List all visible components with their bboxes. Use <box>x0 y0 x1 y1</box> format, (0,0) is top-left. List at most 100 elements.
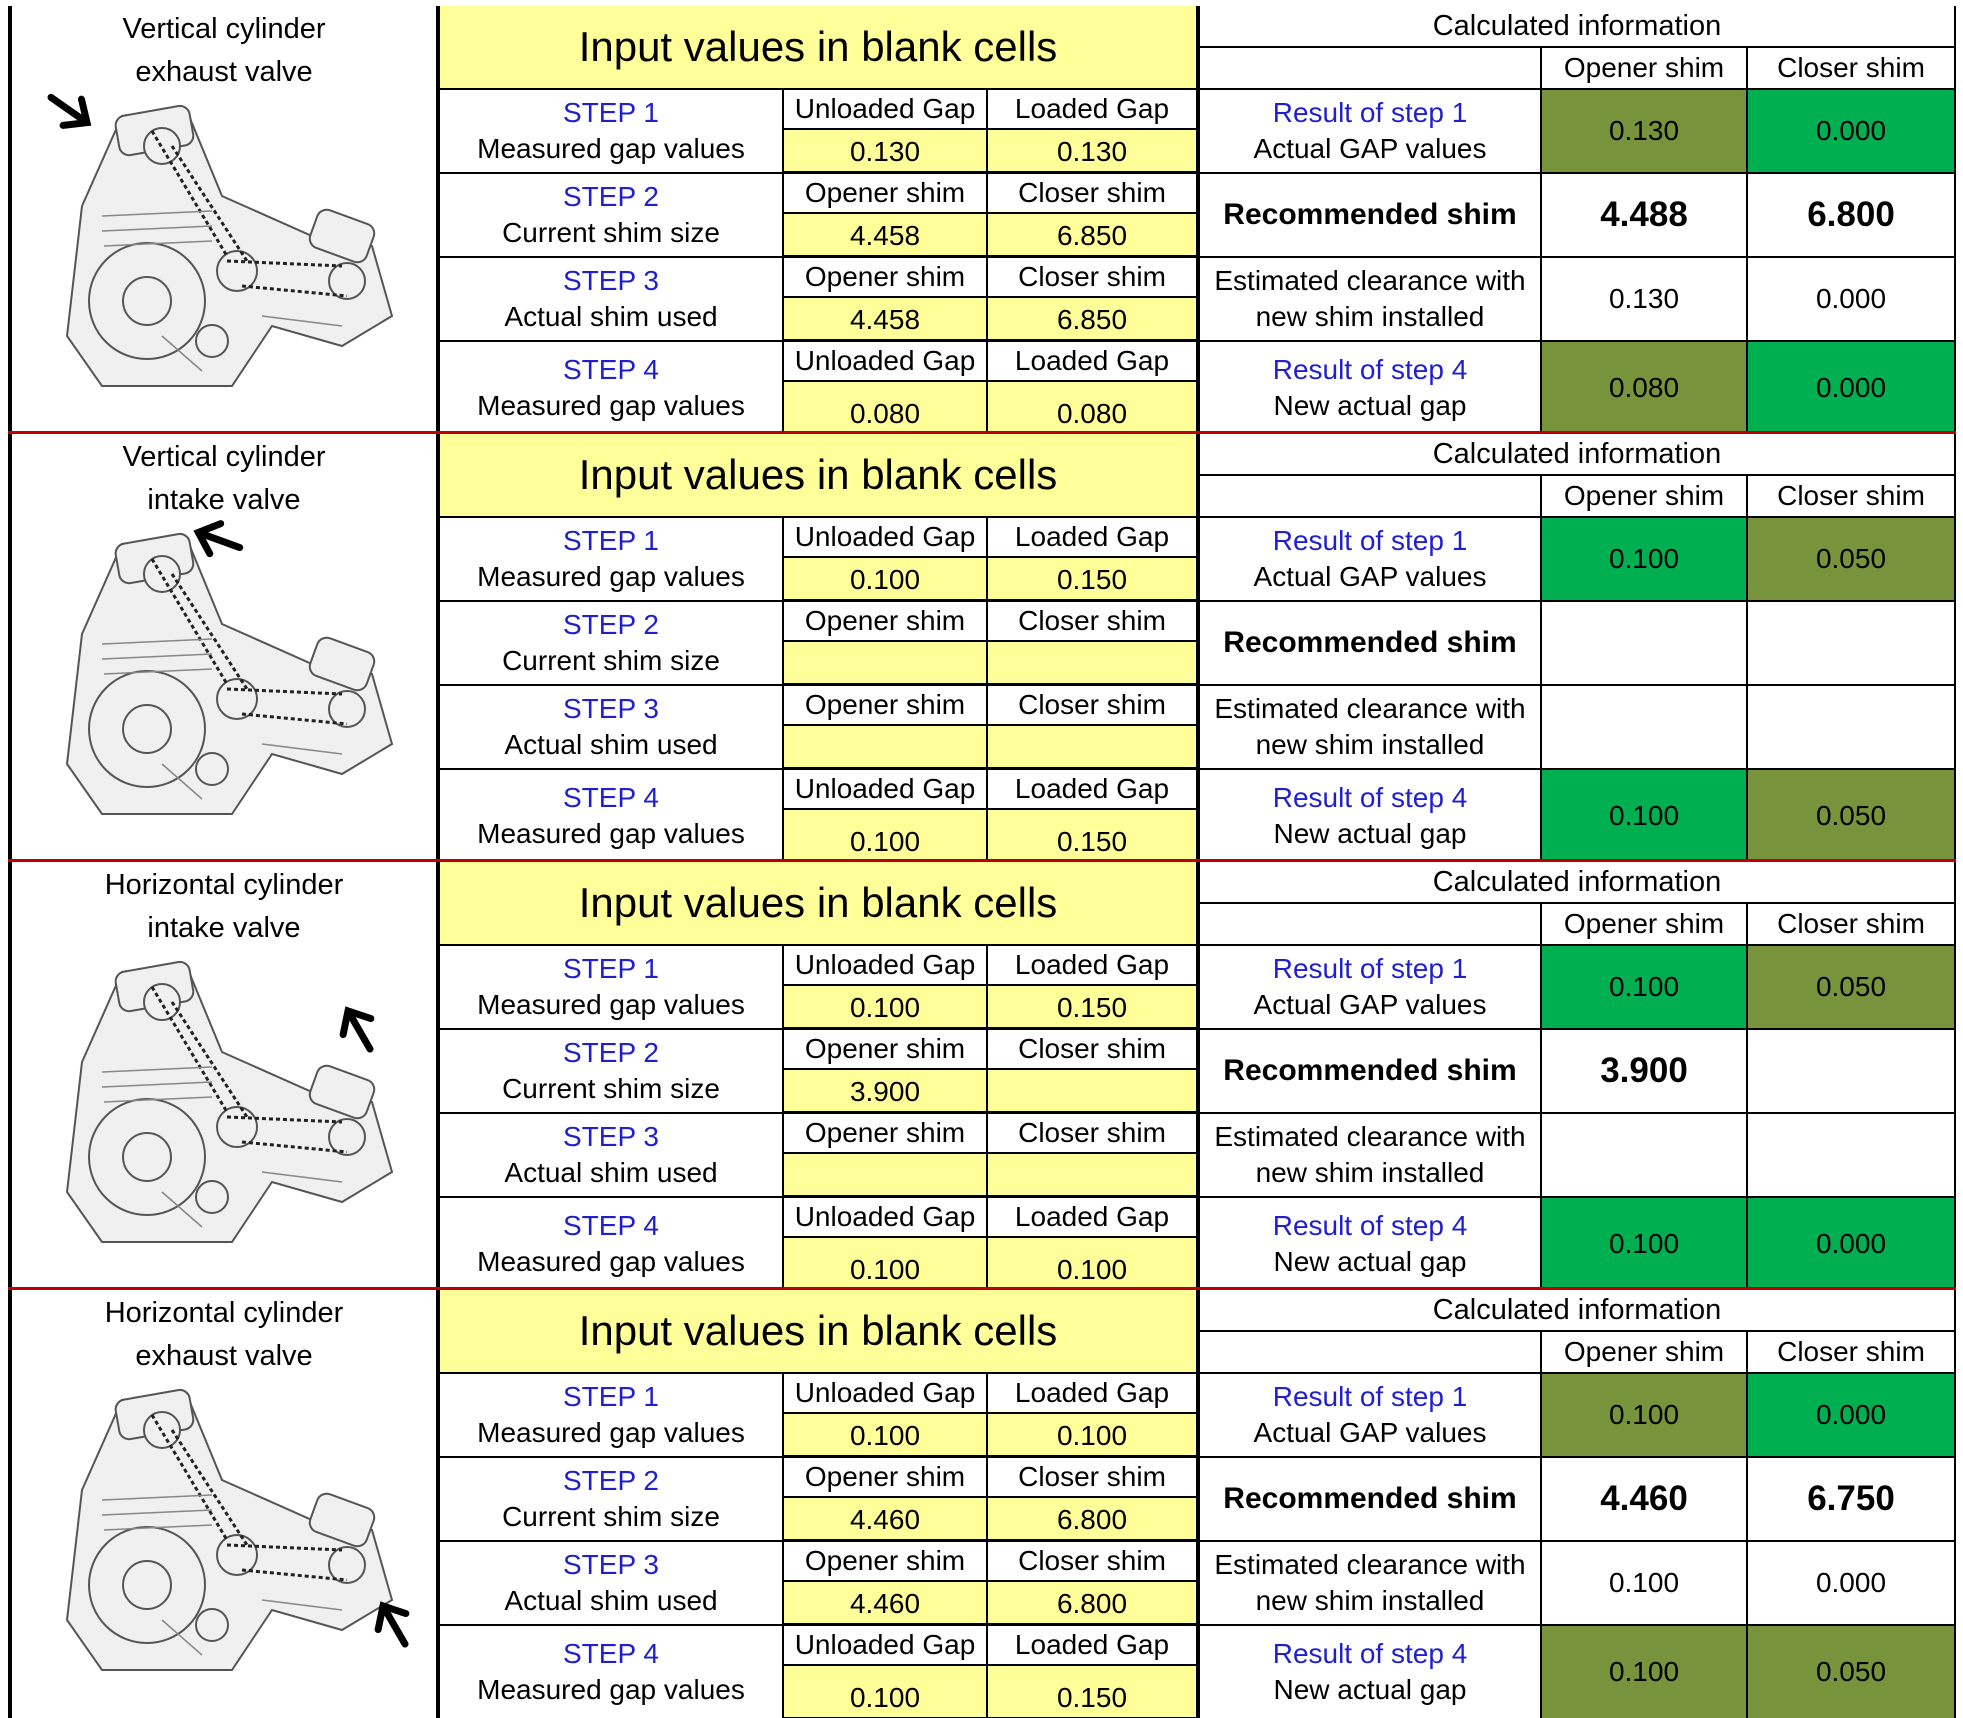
input-cell-left[interactable]: 0.100 <box>784 1238 986 1289</box>
calc-value: 0.050 <box>1815 543 1887 575</box>
calc-value: 4.488 <box>1600 195 1688 234</box>
engine-diagram-icon <box>65 960 394 1243</box>
input-cell-right[interactable]: 0.130 <box>988 130 1196 171</box>
valve-section: Vertical cylinder intake valve Input valu… <box>8 434 1956 862</box>
input-cell-left[interactable]: 0.100 <box>784 986 986 1027</box>
input-cell-right[interactable]: 0.100 <box>988 1414 1196 1455</box>
input-cell-left[interactable]: 4.458 <box>784 298 986 339</box>
closer-shim-header-text: Closer shim <box>1777 480 1925 512</box>
result-step4-label: Result of step 4 New actual gap <box>1200 342 1540 434</box>
calc-label-text: New actual gap <box>1273 1246 1467 1277</box>
calc-header-text: Calculated information <box>1432 1293 1722 1326</box>
recommended-shim-label: Recommended shim <box>1200 174 1540 256</box>
calc-label-text: New actual gap <box>1273 818 1467 849</box>
column-header-text: Opener shim <box>804 1545 966 1577</box>
estimated-clearance-closer <box>1748 1114 1954 1196</box>
column-header-text: Unloaded Gap <box>794 345 976 377</box>
calc-label-text: Recommended shim <box>1223 626 1517 659</box>
result-step4-closer: 0.050 <box>1748 770 1954 862</box>
calc-value: 0.000 <box>1815 283 1887 315</box>
column-header: Opener shim <box>784 174 986 212</box>
column-header-text: Unloaded Gap <box>794 521 976 553</box>
input-cell-right[interactable]: 0.150 <box>988 1666 1196 1717</box>
step-label: STEP 1 <box>563 97 659 128</box>
estimated-clearance-label: Estimated clearance with new shim install… <box>1200 686 1540 768</box>
input-cell-left[interactable]: 0.100 <box>784 810 986 861</box>
step-label: STEP 1 <box>563 1381 659 1412</box>
column-header-text: Loaded Gap <box>1014 949 1170 981</box>
input-cell-left[interactable]: 4.458 <box>784 214 986 255</box>
step-label-cell: STEP 3 Actual shim used <box>440 1114 782 1196</box>
calc-value: 0.100 <box>1608 543 1680 575</box>
input-value: 0.100 <box>849 826 921 858</box>
calc-label-text: Actual GAP values <box>1253 989 1487 1020</box>
input-cell-right[interactable] <box>988 726 1196 767</box>
calc-label-text: New actual gap <box>1273 390 1467 421</box>
input-value: 0.080 <box>1056 398 1128 430</box>
input-cell-right[interactable]: 0.100 <box>988 1238 1196 1289</box>
calc-label-text: Actual GAP values <box>1253 133 1487 164</box>
input-cell-left[interactable]: 4.460 <box>784 1582 986 1623</box>
opener-shim-header-text: Opener shim <box>1563 1336 1725 1368</box>
input-banner: Input values in blank cells <box>440 6 1196 88</box>
opener-shim-header: Opener shim <box>1542 1332 1746 1372</box>
result-step1-closer: 0.050 <box>1748 946 1954 1028</box>
input-cell-right[interactable]: 6.800 <box>988 1498 1196 1539</box>
input-cell-right[interactable] <box>988 642 1196 683</box>
column-header: Opener shim <box>784 1458 986 1496</box>
estimated-clearance-opener: 0.130 <box>1542 258 1746 340</box>
input-cell-left[interactable] <box>784 726 986 767</box>
input-value: 6.800 <box>1056 1504 1128 1536</box>
valve-section: Horizontal cylinder exhaust valve Input v… <box>8 1290 1956 1718</box>
input-banner: Input values in blank cells <box>440 434 1196 516</box>
column-header-text: Closer shim <box>1018 1461 1166 1493</box>
input-cell-right[interactable] <box>988 1154 1196 1195</box>
input-value: 0.080 <box>849 398 921 430</box>
input-cell-left[interactable] <box>784 1154 986 1195</box>
input-cell-left[interactable]: 0.080 <box>784 382 986 433</box>
input-cell-right[interactable]: 0.150 <box>988 986 1196 1027</box>
input-cell-left[interactable]: 0.100 <box>784 558 986 599</box>
valve-title-line1: Horizontal cylinder <box>104 1297 344 1329</box>
input-value: 4.460 <box>849 1504 921 1536</box>
closer-shim-header-text: Closer shim <box>1777 52 1925 84</box>
engine-diagram-icon <box>65 1388 394 1671</box>
column-header: Loaded Gap <box>988 946 1196 984</box>
input-cell-left[interactable]: 0.100 <box>784 1414 986 1455</box>
input-cell-right[interactable]: 6.800 <box>988 1582 1196 1623</box>
calc-label-text: Result of step 1 <box>1272 953 1468 984</box>
input-cell-right[interactable]: 6.850 <box>988 298 1196 339</box>
recommended-shim-closer: 6.750 <box>1748 1458 1954 1540</box>
input-cell-left[interactable]: 0.130 <box>784 130 986 171</box>
column-header-text: Closer shim <box>1018 1033 1166 1065</box>
column-header: Unloaded Gap <box>784 770 986 808</box>
estimated-clearance-opener <box>1542 1114 1746 1196</box>
input-cell-left[interactable]: 4.460 <box>784 1498 986 1539</box>
calc-value: 3.900 <box>1600 1051 1688 1090</box>
recommended-shim-label: Recommended shim <box>1200 1458 1540 1540</box>
calc-value: 0.100 <box>1608 1228 1680 1260</box>
input-banner: Input values in blank cells <box>440 1290 1196 1372</box>
input-cell-left[interactable]: 3.900 <box>784 1070 986 1111</box>
calc-label-text: Result of step 4 <box>1272 782 1468 813</box>
result-step4-label: Result of step 4 New actual gap <box>1200 770 1540 862</box>
input-cell-left[interactable] <box>784 642 986 683</box>
result-step1-opener: 0.100 <box>1542 946 1746 1028</box>
step-label: STEP 4 <box>563 1210 659 1241</box>
step-label-cell: STEP 4 Measured gap values <box>440 1198 782 1290</box>
result-step4-label: Result of step 4 New actual gap <box>1200 1626 1540 1718</box>
step-label-cell: STEP 4 Measured gap values <box>440 770 782 862</box>
input-cell-right[interactable]: 0.080 <box>988 382 1196 433</box>
step-label-cell: STEP 3 Actual shim used <box>440 686 782 768</box>
step-label-cell: STEP 1 Measured gap values <box>440 518 782 600</box>
input-cell-right[interactable] <box>988 1070 1196 1111</box>
input-cell-right[interactable]: 0.150 <box>988 810 1196 861</box>
input-cell-right[interactable]: 0.150 <box>988 558 1196 599</box>
input-cell-left[interactable]: 0.100 <box>784 1666 986 1717</box>
step-label: STEP 1 <box>563 953 659 984</box>
input-cell-right[interactable]: 6.850 <box>988 214 1196 255</box>
column-header-text: Unloaded Gap <box>794 93 976 125</box>
calc-value: 4.460 <box>1600 1479 1688 1518</box>
calc-label-text: new shim installed <box>1255 1585 1485 1616</box>
column-header-text: Opener shim <box>804 1461 966 1493</box>
